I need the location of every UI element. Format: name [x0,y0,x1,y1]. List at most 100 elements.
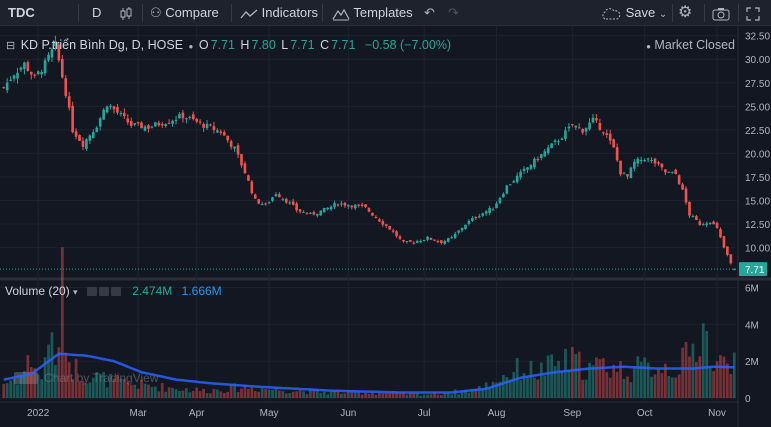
candle-body [295,203,298,211]
candle-body [2,87,6,89]
last-price-label: 7.71 [745,265,765,276]
volume-bar [102,372,106,398]
candle-body [464,224,467,230]
volume-bar [81,381,85,398]
candle-body [33,74,37,76]
candle-body [481,213,485,216]
candle-body [429,237,433,240]
volume-bar [570,346,574,398]
candle-body [495,203,498,209]
price-tick-label: 20.00 [745,149,770,160]
candle-body [129,121,133,126]
high-label: H [240,38,250,52]
compare-button[interactable]: ⚇ Compare [150,0,219,26]
volume-bar [322,391,326,398]
chart-type-button[interactable] [118,0,134,26]
toolbar-divider [704,4,705,22]
candle-body [629,167,633,178]
volume-bar [419,395,423,398]
candle-body [119,113,123,115]
candle-body [646,158,650,160]
volume-study-label[interactable]: Volume (20) [5,284,70,298]
volume-bar [205,393,209,398]
candle-body [405,241,409,243]
candle-body [378,219,381,222]
candle-body [367,208,371,212]
volume-bar [167,387,171,398]
volume-bar [701,323,705,398]
candle-body [326,207,329,210]
volume-bar [681,347,684,398]
volume-bar [343,393,347,398]
candle-body [243,163,247,174]
save-button[interactable]: Save ⌄ [600,0,667,26]
volume-bar [484,382,488,398]
volume-bar [33,368,37,398]
time-tick-label: Aug [488,408,506,419]
close-icon[interactable] [110,287,121,297]
volume-bar [236,392,240,398]
volume-bar [612,364,616,398]
candle-body [374,216,378,219]
symbol-name[interactable]: KD P.triển Bình Dg, D, HOSE [20,38,184,52]
volume-bar [350,390,354,398]
volume-bar [588,362,591,398]
volume-bar [381,393,385,398]
settings-gear-icon[interactable]: ⚙ [678,4,693,21]
dropdown-icon[interactable]: ▾ [73,287,78,297]
volume-bar [364,392,367,398]
volume-bar [19,374,23,398]
candle-body [574,125,578,128]
volume-bar [346,390,350,398]
volume-ma-line [3,352,735,394]
volume-bar [639,361,643,398]
snapshot-button[interactable] [712,0,730,26]
symbol-search[interactable]: TDC [8,5,35,20]
volume-bar [260,388,264,398]
volume-bar [150,386,154,398]
candle-body [236,145,240,155]
undo-icon[interactable]: ↶ [424,5,435,20]
volume-bar [281,391,285,398]
candle-body [677,175,681,185]
volume-bar [405,394,409,398]
volume-bar [2,384,6,398]
volume-bar [719,355,722,398]
candle-body [178,113,181,119]
volume-bar [495,382,498,398]
compare-label: Compare [165,5,219,20]
candle-body [415,241,419,243]
indicators-button[interactable]: Indicators [240,0,318,26]
candle-body [660,163,664,168]
volume-bar [608,377,612,398]
candle-body [19,67,23,70]
toolbar-divider [78,4,79,22]
redo-icon[interactable]: ↷ [448,5,459,20]
volume-bar [443,393,447,398]
candle-body [112,106,116,110]
candle-body [222,132,226,136]
volume-bar [140,379,143,398]
candle-body [602,132,605,134]
candle-body [539,154,543,159]
fullscreen-button[interactable] [746,0,760,26]
study-controls[interactable] [86,284,126,298]
settings-icon[interactable] [98,287,109,297]
candle-body [278,194,281,198]
volume-bar [567,370,571,398]
save-label: Save [625,5,656,20]
candle-body [381,221,385,225]
interval-button[interactable]: D [92,5,102,20]
candle-body [284,198,288,203]
templates-button[interactable]: Templates [332,0,413,26]
eye-icon[interactable] [86,287,97,297]
candle-body [419,241,422,243]
volume-bar [708,366,712,398]
candle-body [705,223,709,226]
open-value: 7.71 [210,38,235,52]
candle-body [264,203,267,205]
volume-bar [147,384,150,398]
candle-body [457,230,460,233]
collapse-icon[interactable]: ⊟ [6,40,16,52]
